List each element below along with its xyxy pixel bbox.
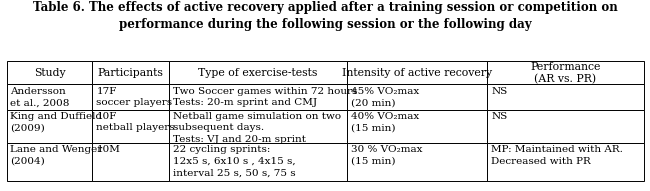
Text: Participants: Participants <box>98 68 164 78</box>
Bar <box>6 143 92 181</box>
Bar <box>169 84 347 110</box>
Bar <box>169 110 347 143</box>
Bar <box>488 110 644 143</box>
Bar <box>488 61 644 84</box>
Text: 10F
netball players: 10F netball players <box>96 112 175 132</box>
Bar <box>488 143 644 181</box>
Text: 30 % VO₂max
(15 min): 30 % VO₂max (15 min) <box>351 145 422 166</box>
Text: NS: NS <box>491 112 508 121</box>
Bar <box>92 61 169 84</box>
Text: Netball game simulation on two
subsequent days.
Tests: VJ and 20-m sprint: Netball game simulation on two subsequen… <box>173 112 341 144</box>
Text: 22 cycling sprints:
12x5 s, 6x10 s , 4x15 s,
interval 25 s, 50 s, 75 s: 22 cycling sprints: 12x5 s, 6x10 s , 4x1… <box>173 145 296 177</box>
Bar <box>488 84 644 110</box>
Bar <box>6 110 92 143</box>
Text: King and Duffield
(2009): King and Duffield (2009) <box>10 112 103 132</box>
Bar <box>92 110 169 143</box>
Bar <box>347 61 488 84</box>
Bar <box>92 143 169 181</box>
Bar <box>169 61 347 84</box>
Bar <box>92 84 169 110</box>
Bar <box>347 143 488 181</box>
Text: 45% VO₂max
(20 min): 45% VO₂max (20 min) <box>351 87 419 107</box>
Bar <box>347 110 488 143</box>
Text: Performance
(AR vs. PR): Performance (AR vs. PR) <box>530 62 601 84</box>
Text: 40% VO₂max
(15 min): 40% VO₂max (15 min) <box>351 112 419 132</box>
Text: Type of exercise-tests: Type of exercise-tests <box>198 68 318 78</box>
Text: NS: NS <box>491 87 508 96</box>
Bar <box>347 84 488 110</box>
Text: 10M: 10M <box>96 145 120 154</box>
Text: Intensity of active recovery: Intensity of active recovery <box>343 68 493 78</box>
Bar <box>6 61 92 84</box>
Bar <box>6 84 92 110</box>
Text: 17F
soccer players: 17F soccer players <box>96 87 172 107</box>
Text: Lane and Wenger
(2004): Lane and Wenger (2004) <box>10 145 103 166</box>
Text: Study: Study <box>34 68 65 78</box>
Text: Andersson
et al., 2008: Andersson et al., 2008 <box>10 87 70 107</box>
Text: Two Soccer games within 72 hours
Tests: 20-m sprint and CMJ: Two Soccer games within 72 hours Tests: … <box>173 87 358 107</box>
Text: MP: Maintained with AR.
Decreased with PR: MP: Maintained with AR. Decreased with P… <box>491 145 623 166</box>
Bar <box>169 143 347 181</box>
Text: Table 6. The effects of active recovery applied after a training session or comp: Table 6. The effects of active recovery … <box>32 1 617 31</box>
